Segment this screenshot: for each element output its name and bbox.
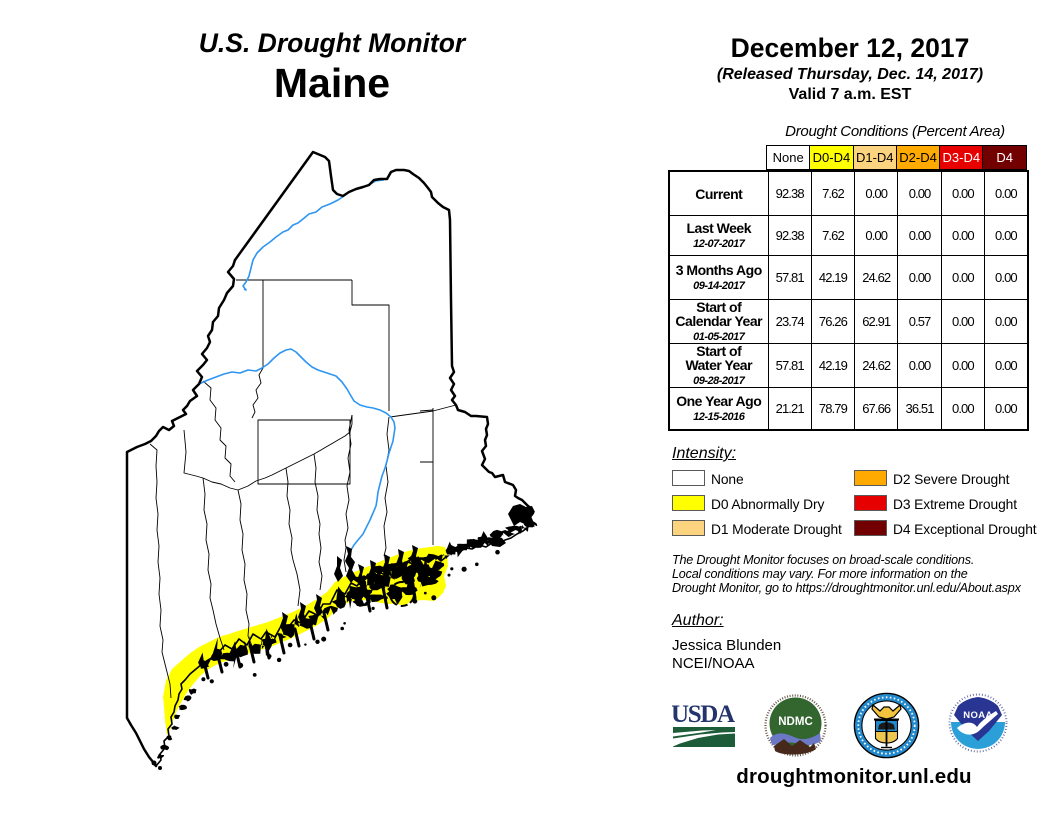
svg-text:NOAA: NOAA	[963, 710, 993, 721]
svg-text:USDA: USDA	[672, 702, 735, 728]
svg-text:NDMC: NDMC	[778, 716, 813, 728]
